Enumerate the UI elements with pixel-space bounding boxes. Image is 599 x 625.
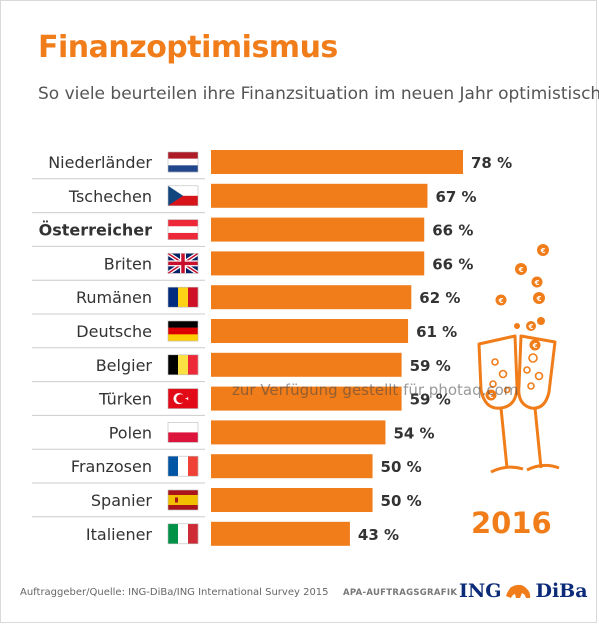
ing-diba-logo: ING DiBa bbox=[459, 578, 588, 604]
svg-text:€: € bbox=[536, 295, 542, 303]
svg-text:€: € bbox=[540, 247, 546, 255]
credit-label: APA-AUFTRAGSGRAFIK bbox=[343, 588, 458, 598]
value-label: 54 % bbox=[393, 424, 434, 442]
category-label: Niederländer bbox=[48, 153, 152, 172]
bar bbox=[211, 488, 373, 512]
source-note: Auftraggeber/Quelle: ING-DiBa/ING Intern… bbox=[20, 587, 329, 598]
value-label: 43 % bbox=[358, 526, 399, 544]
svg-text:€: € bbox=[534, 279, 540, 287]
svg-text:€: € bbox=[528, 323, 534, 331]
italy-flag-icon bbox=[167, 523, 199, 545]
svg-text:€: € bbox=[532, 342, 538, 350]
bar bbox=[211, 454, 373, 479]
romania-flag-icon bbox=[167, 286, 199, 308]
value-label: 66 % bbox=[432, 255, 473, 273]
spain-flag-icon bbox=[167, 489, 199, 511]
value-label: 50 % bbox=[381, 458, 422, 476]
category-label: Franzosen bbox=[71, 457, 152, 476]
value-label: 61 % bbox=[416, 323, 457, 341]
bar bbox=[211, 217, 425, 242]
germany-flag-icon bbox=[167, 320, 199, 342]
value-label: 62 % bbox=[419, 289, 460, 307]
bar bbox=[211, 251, 425, 276]
value-label: 78 % bbox=[471, 154, 512, 172]
champagne-glasses-with-euro-bubbles-icon: € € € € € € € € bbox=[477, 244, 560, 474]
svg-text:€: € bbox=[498, 297, 504, 305]
category-label: Rumänen bbox=[76, 288, 152, 307]
bar bbox=[211, 319, 409, 343]
value-label: 66 % bbox=[432, 222, 473, 240]
value-label: 67 % bbox=[435, 188, 476, 206]
austria-flag-icon bbox=[167, 219, 199, 240]
turkey-flag-icon bbox=[167, 388, 199, 409]
belgium-flag-icon bbox=[167, 354, 199, 376]
category-label: Tschechen bbox=[68, 187, 152, 206]
bar bbox=[211, 150, 463, 174]
watermark: zur Verfügung gestellt für photaq.com bbox=[232, 381, 519, 399]
bar bbox=[211, 420, 386, 445]
logo-diba-text: DiBa bbox=[535, 580, 588, 602]
category-label: Polen bbox=[109, 423, 152, 442]
category-label: Deutsche bbox=[76, 322, 152, 341]
bar bbox=[211, 521, 350, 546]
svg-text:€: € bbox=[518, 266, 524, 274]
svg-text:€: € bbox=[488, 392, 494, 400]
bar bbox=[211, 183, 428, 208]
czech-flag-icon bbox=[167, 185, 199, 207]
category-label: Belgier bbox=[96, 356, 153, 375]
uk-flag-icon bbox=[166, 251, 200, 276]
category-label: Briten bbox=[104, 254, 152, 273]
value-label: 50 % bbox=[381, 492, 422, 510]
category-label: Österreicher bbox=[39, 221, 152, 240]
category-label: Spanier bbox=[91, 491, 153, 510]
category-label: Italiener bbox=[86, 525, 153, 544]
bar bbox=[211, 285, 412, 310]
lion-icon bbox=[506, 584, 531, 598]
poland-flag-icon bbox=[167, 422, 199, 443]
year-label: 2016 bbox=[471, 506, 552, 540]
bar bbox=[211, 352, 402, 377]
value-label: 59 % bbox=[410, 357, 451, 375]
chart-subtitle: So viele beurteilen ihre Finanzsituation… bbox=[38, 84, 599, 104]
netherlands-flag-icon bbox=[167, 151, 199, 173]
logo-ing-text: ING bbox=[459, 580, 502, 602]
bar bbox=[211, 386, 402, 411]
value-label: 59 % bbox=[410, 391, 451, 409]
category-label: Türken bbox=[98, 390, 152, 409]
france-flag-icon bbox=[167, 455, 199, 477]
chart-title: Finanzoptimismus bbox=[38, 30, 338, 65]
